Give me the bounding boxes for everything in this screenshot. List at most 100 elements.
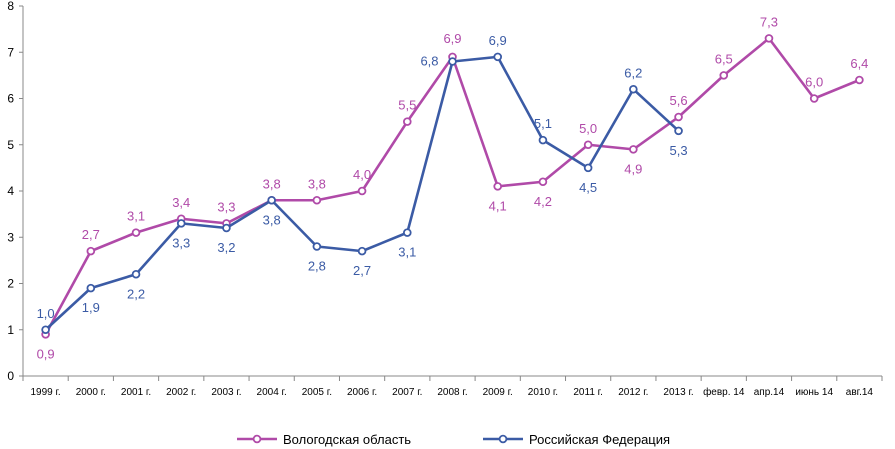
series-line-0 bbox=[44, 37, 860, 335]
data-label-1-2: 2,2 bbox=[127, 286, 145, 301]
x-tick-label: 2004 г. bbox=[257, 387, 287, 398]
data-point-1-2 bbox=[131, 269, 141, 279]
data-label-0-0: 0,9 bbox=[37, 346, 55, 361]
data-point-1-13 bbox=[629, 84, 638, 94]
legend-label-0: Вологодская область bbox=[283, 432, 411, 447]
data-point-1-4 bbox=[222, 223, 231, 233]
data-label-0-10: 4,1 bbox=[489, 198, 507, 213]
data-label-1-1: 1,9 bbox=[82, 300, 100, 315]
x-tick-label: июнь 14 bbox=[795, 387, 833, 398]
data-point-1-11 bbox=[538, 135, 548, 145]
data-label-0-2: 3,1 bbox=[127, 209, 145, 224]
y-tick-label: 4 bbox=[7, 184, 14, 198]
data-label-0-4: 3,3 bbox=[217, 199, 235, 214]
x-tick-label: 2010 г. bbox=[528, 387, 558, 398]
series-lines bbox=[41, 34, 864, 339]
data-label-1-0: 1,0 bbox=[37, 306, 55, 321]
data-label-1-13: 6,2 bbox=[624, 65, 642, 80]
data-point-0-18 bbox=[855, 75, 864, 85]
data-point-1-1 bbox=[86, 283, 96, 293]
data-label-1-11: 5,1 bbox=[534, 116, 552, 131]
data-point-1-0 bbox=[41, 325, 50, 335]
data-label-1-12: 4,5 bbox=[579, 180, 597, 195]
x-tick-label: апр.14 bbox=[754, 387, 785, 398]
data-label-1-3: 3,3 bbox=[172, 235, 190, 250]
data-point-1-12 bbox=[583, 163, 593, 173]
data-point-0-10 bbox=[493, 182, 503, 191]
data-point-0-13 bbox=[629, 145, 638, 154]
x-tick-label: 2001 г. bbox=[121, 387, 151, 398]
data-point-1-14 bbox=[674, 126, 683, 136]
data-label-0-11: 4,2 bbox=[534, 194, 552, 209]
x-tick-label: 2008 г. bbox=[437, 387, 467, 398]
legend-marker-0 bbox=[252, 434, 262, 444]
legend-marker-1 bbox=[498, 434, 508, 444]
data-labels: 0,9 2,7 3,1 3,4 3,3 3,8 3,8 4,0 5,5 6,9 4,1 4,2 5,0 4… bbox=[37, 14, 869, 361]
y-tick-label: 3 bbox=[7, 230, 14, 244]
data-point-1-7 bbox=[357, 246, 367, 256]
data-label-1-4: 3,2 bbox=[217, 240, 235, 255]
x-tick-label: февр. 14 bbox=[703, 386, 745, 398]
data-label-0-6: 3,8 bbox=[308, 176, 326, 191]
data-point-1-5 bbox=[267, 195, 276, 205]
data-point-0-14 bbox=[674, 112, 683, 122]
data-label-0-16: 7,3 bbox=[760, 14, 778, 29]
x-tick-label: 2011 г. bbox=[573, 387, 603, 398]
y-tick-label: 0 bbox=[7, 369, 14, 383]
x-tick-label: 2007 г. bbox=[392, 387, 422, 398]
axes: 0 1 2 3 4 5 6 7 8 1999 г. 2000 г. 2001 г. 2002 г. 200… bbox=[7, 0, 883, 398]
data-label-0-5: 3,8 bbox=[263, 176, 281, 191]
data-label-0-8: 5,5 bbox=[398, 98, 416, 113]
y-tick-label: 2 bbox=[7, 277, 14, 291]
data-label-1-6: 2,8 bbox=[308, 259, 326, 274]
y-tick-label: 7 bbox=[7, 45, 14, 59]
y-tick-label: 8 bbox=[7, 0, 14, 13]
data-label-0-1: 2,7 bbox=[82, 227, 100, 242]
x-tick-label: 2012 г. bbox=[618, 387, 648, 398]
data-point-0-17 bbox=[809, 94, 819, 103]
legend-label-1: Российская Федерация bbox=[529, 432, 670, 447]
data-label-0-18: 6,4 bbox=[850, 56, 868, 71]
x-tick-label: 2006 г. bbox=[347, 387, 377, 398]
data-label-0-12: 5,0 bbox=[579, 121, 597, 136]
legend: Вологодская область Российская Федерация bbox=[237, 432, 670, 447]
data-point-0-6 bbox=[312, 195, 322, 205]
data-label-0-17: 6,0 bbox=[805, 75, 823, 90]
data-label-1-9: 6,8 bbox=[420, 54, 438, 69]
data-point-0-11 bbox=[538, 177, 548, 187]
x-tick-label: авг.14 bbox=[846, 387, 874, 398]
data-label-0-14: 5,6 bbox=[670, 93, 688, 108]
data-point-0-2 bbox=[131, 228, 141, 237]
x-tick-label: 2005 г. bbox=[302, 387, 332, 398]
data-point-0-15 bbox=[719, 71, 729, 80]
x-tick-label: 2009 г. bbox=[483, 387, 513, 398]
data-point-1-8 bbox=[402, 228, 412, 237]
data-label-0-9: 6,9 bbox=[443, 31, 461, 46]
data-point-1-9 bbox=[448, 57, 457, 66]
x-tick-label: 2000 г. bbox=[76, 387, 106, 398]
data-point-0-7 bbox=[357, 186, 367, 196]
data-point-0-8 bbox=[402, 117, 412, 126]
data-point-0-1 bbox=[86, 246, 96, 256]
data-label-0-13: 4,9 bbox=[624, 161, 642, 176]
data-label-0-7: 4,0 bbox=[353, 167, 371, 182]
data-label-1-7: 2,7 bbox=[353, 263, 371, 278]
data-label-1-14: 5,3 bbox=[670, 143, 688, 158]
data-point-1-6 bbox=[312, 242, 322, 251]
data-label-1-8: 3,1 bbox=[398, 245, 416, 260]
x-tick-label: 1999 г. bbox=[30, 387, 60, 398]
data-label-1-5: 3,8 bbox=[263, 212, 281, 227]
data-label-0-15: 6,5 bbox=[715, 51, 733, 66]
data-point-0-12 bbox=[583, 140, 593, 150]
x-tick-label: 2013 г. bbox=[663, 387, 693, 398]
y-tick-label: 6 bbox=[7, 92, 14, 106]
data-point-1-3 bbox=[176, 219, 186, 228]
data-point-0-16 bbox=[764, 34, 774, 43]
data-label-1-10: 6,9 bbox=[489, 33, 507, 48]
data-label-0-3: 3,4 bbox=[172, 195, 190, 210]
y-tick-label: 5 bbox=[7, 138, 14, 152]
y-tick-label: 1 bbox=[7, 323, 14, 337]
x-tick-label: 2003 г. bbox=[211, 387, 241, 398]
x-tick-label: 2002 г. bbox=[166, 387, 196, 398]
